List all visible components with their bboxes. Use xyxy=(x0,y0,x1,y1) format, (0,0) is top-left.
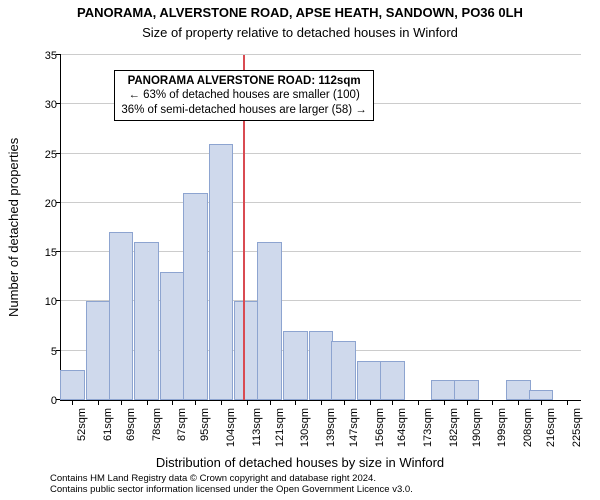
x-tick-label: 216sqm xyxy=(545,408,557,458)
x-tick-label: 225sqm xyxy=(571,408,583,458)
x-tick-label: 182sqm xyxy=(448,408,460,458)
x-tick-label: 156sqm xyxy=(374,408,386,458)
x-tick-mark xyxy=(270,400,271,405)
x-tick-label: 190sqm xyxy=(471,408,483,458)
x-tick-label: 173sqm xyxy=(422,408,434,458)
x-tick-label: 164sqm xyxy=(396,408,408,458)
histogram-bar xyxy=(357,361,382,400)
x-tick-label: 52sqm xyxy=(76,408,88,458)
y-tick-label: 10 xyxy=(27,296,57,308)
x-tick-mark xyxy=(247,400,248,405)
histogram-bar xyxy=(454,380,479,400)
chart-title-main: PANORAMA, ALVERSTONE ROAD, APSE HEATH, S… xyxy=(0,5,600,20)
x-tick-mark xyxy=(541,400,542,405)
x-tick-label: 61sqm xyxy=(102,408,114,458)
annotation-line-3: 36% of semi-detached houses are larger (… xyxy=(121,103,366,117)
y-tick-label: 25 xyxy=(27,149,57,161)
histogram-bar xyxy=(309,331,334,400)
x-tick-mark xyxy=(518,400,519,405)
histogram-bar xyxy=(134,242,159,400)
x-tick-label: 208sqm xyxy=(522,408,534,458)
y-tick-label: 0 xyxy=(27,395,57,407)
histogram-bar xyxy=(109,232,134,400)
y-gridline xyxy=(61,54,581,55)
plot-area: 0510152025303552sqm61sqm69sqm78sqm87sqm9… xyxy=(60,55,581,401)
histogram-bar xyxy=(160,272,185,400)
x-tick-mark xyxy=(121,400,122,405)
x-tick-label: 130sqm xyxy=(299,408,311,458)
x-tick-label: 199sqm xyxy=(496,408,508,458)
x-tick-label: 147sqm xyxy=(348,408,360,458)
y-axis-label: Number of detached properties xyxy=(6,138,21,317)
histogram-bar xyxy=(506,380,531,400)
histogram-bar xyxy=(209,144,234,400)
x-tick-label: 113sqm xyxy=(251,408,263,458)
x-tick-label: 121sqm xyxy=(274,408,286,458)
histogram-bar xyxy=(257,242,282,400)
y-gridline xyxy=(61,153,581,154)
x-tick-mark xyxy=(321,400,322,405)
x-tick-mark xyxy=(370,400,371,405)
x-tick-mark xyxy=(295,400,296,405)
x-tick-mark xyxy=(567,400,568,405)
annotation-box: PANORAMA ALVERSTONE ROAD: 112sqm← 63% of… xyxy=(114,70,373,121)
y-gridline xyxy=(61,202,581,203)
x-tick-mark xyxy=(172,400,173,405)
x-tick-label: 139sqm xyxy=(325,408,337,458)
x-tick-mark xyxy=(147,400,148,405)
x-tick-mark xyxy=(492,400,493,405)
chart-title-sub: Size of property relative to detached ho… xyxy=(0,25,600,40)
histogram-bar xyxy=(431,380,456,400)
x-tick-mark xyxy=(344,400,345,405)
x-tick-label: 104sqm xyxy=(225,408,237,458)
x-tick-mark xyxy=(418,400,419,405)
x-tick-label: 87sqm xyxy=(176,408,188,458)
y-tick-label: 20 xyxy=(27,198,57,210)
annotation-line-1: PANORAMA ALVERSTONE ROAD: 112sqm xyxy=(121,74,366,88)
x-tick-mark xyxy=(444,400,445,405)
x-tick-mark xyxy=(195,400,196,405)
histogram-bar xyxy=(331,341,356,400)
histogram-bar xyxy=(529,390,554,400)
x-tick-mark xyxy=(392,400,393,405)
annotation-line-2: ← 63% of detached houses are smaller (10… xyxy=(121,88,366,102)
y-tick-label: 35 xyxy=(27,50,57,62)
y-tick-label: 5 xyxy=(27,346,57,358)
attribution-line-2: Contains public sector information licen… xyxy=(50,485,590,496)
x-tick-mark xyxy=(221,400,222,405)
x-tick-label: 69sqm xyxy=(125,408,137,458)
x-tick-label: 78sqm xyxy=(151,408,163,458)
histogram-bar xyxy=(183,193,208,400)
histogram-bar xyxy=(234,301,259,400)
x-tick-label: 95sqm xyxy=(199,408,211,458)
attribution-text: Contains HM Land Registry data © Crown c… xyxy=(50,474,590,496)
x-tick-mark xyxy=(98,400,99,405)
x-tick-mark xyxy=(467,400,468,405)
histogram-bar xyxy=(86,301,111,400)
x-tick-mark xyxy=(72,400,73,405)
histogram-bar xyxy=(60,370,85,400)
histogram-bar xyxy=(283,331,308,400)
chart-container: { "chart": { "type": "histogram", "width… xyxy=(0,0,600,500)
y-tick-label: 15 xyxy=(27,247,57,259)
y-tick-label: 30 xyxy=(27,99,57,111)
histogram-bar xyxy=(380,361,405,400)
